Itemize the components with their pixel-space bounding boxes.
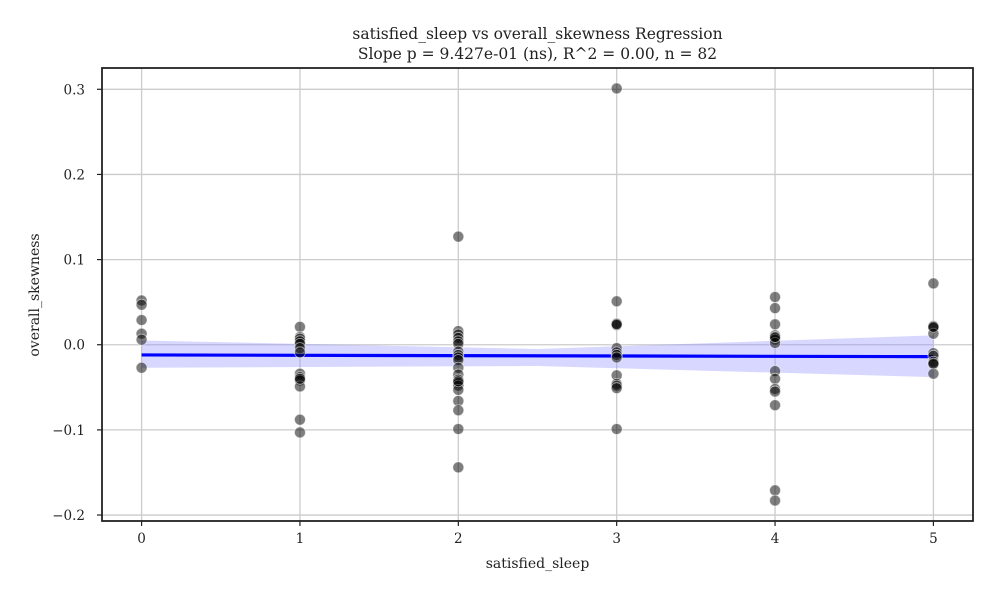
data-point — [769, 318, 781, 331]
data-point — [769, 399, 781, 412]
axes: 0 1 2 3 4 5 −0.2 −0.1 0.0 0.1 0.2 0.3 — [52, 67, 974, 547]
x-tick-label: 1 — [296, 531, 305, 547]
data-point — [452, 461, 465, 474]
data-point — [135, 314, 148, 326]
data-point — [927, 367, 940, 380]
y-tick-label: 0.2 — [64, 167, 85, 183]
data-point — [610, 82, 623, 95]
data-point — [610, 318, 623, 331]
y-axis-label: overall_skewness — [27, 233, 43, 357]
data-point — [294, 426, 306, 439]
data-point — [452, 375, 465, 388]
data-point — [452, 230, 465, 243]
grid — [102, 68, 973, 521]
data-point — [294, 346, 306, 359]
y-tick-label: −0.1 — [52, 423, 85, 439]
x-axis-label: satisfied_sleep — [485, 556, 590, 572]
y-tick-label: 0.0 — [64, 338, 85, 354]
data-point — [769, 331, 781, 343]
chart-title: satisfied_sleep vs overall_skewness Regr… — [352, 25, 723, 43]
x-tick-label: 4 — [771, 531, 780, 547]
scatter-points — [135, 82, 940, 507]
data-point — [135, 333, 148, 346]
data-point — [769, 291, 781, 303]
data-point — [452, 404, 465, 417]
x-tick-label: 0 — [137, 531, 146, 547]
data-point — [769, 372, 781, 385]
data-point — [927, 357, 940, 370]
data-point — [135, 298, 148, 311]
data-point — [769, 484, 781, 497]
x-tick-label: 2 — [454, 531, 463, 547]
data-point — [927, 277, 940, 290]
data-point — [135, 361, 148, 374]
data-point — [610, 382, 623, 395]
data-point — [927, 320, 940, 333]
data-point — [610, 351, 623, 364]
regression-line — [141, 353, 934, 359]
x-tick-label: 5 — [929, 531, 938, 547]
y-tick-label: 0.3 — [64, 82, 85, 98]
data-point — [610, 423, 623, 435]
y-tick-label: −0.2 — [52, 508, 85, 524]
x-tick-label: 3 — [612, 531, 621, 547]
data-point — [769, 494, 781, 507]
chart-subtitle: Slope p = 9.427e-01 (ns), R^2 = 0.00, n … — [357, 45, 718, 63]
data-point — [294, 372, 306, 385]
y-tick-label: 0.1 — [64, 253, 85, 269]
axes-frame — [101, 67, 974, 522]
data-point — [294, 320, 306, 333]
data-point — [769, 302, 781, 315]
data-point — [769, 385, 781, 398]
data-point — [452, 423, 465, 435]
regression-line-group — [141, 353, 934, 359]
data-point — [294, 413, 306, 426]
data-point — [610, 295, 623, 308]
